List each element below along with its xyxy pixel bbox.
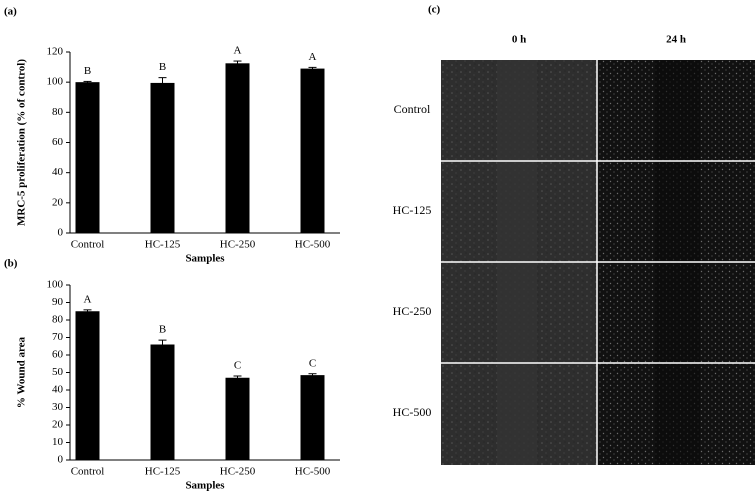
significance-letter: C [309,357,316,369]
significance-letter: B [159,61,166,73]
x-tick-label: HC-250 [220,466,256,478]
x-tick-label: HC-125 [145,239,181,251]
row-label: HC-500 [393,405,432,419]
x-axis-label: Samples [185,480,225,492]
bar [300,375,325,460]
y-tick-label: 50 [52,366,64,378]
row-label: HC-125 [393,203,432,217]
y-tick-label: 20 [52,196,64,208]
y-tick-label: 60 [52,136,64,148]
significance-letter: B [159,324,166,336]
significance-letter: B [84,65,91,77]
y-tick-label: 0 [58,227,64,239]
y-tick-label: 100 [47,279,64,291]
significance-letter: C [234,360,241,372]
panel-label: (c) [428,4,441,16]
significance-letter: A [234,45,242,57]
x-tick-label: Control [71,466,105,478]
bar [150,344,175,460]
x-axis-label: Samples [185,253,225,265]
x-tick-label: HC-500 [295,466,331,478]
row-label: Control [394,102,431,116]
y-tick-label: 80 [52,314,64,326]
y-axis-label: MRC-5 proliferation (% of control) [16,59,28,226]
panel-label: (a) [4,6,17,18]
column-header: 24 h [666,34,686,46]
significance-letter: A [84,293,92,305]
y-tick-label: 90 [52,296,64,308]
x-tick-label: HC-125 [145,466,181,478]
row-label: HC-250 [393,304,432,318]
y-tick-label: 100 [47,76,64,88]
significance-letter: A [309,51,317,63]
column-header: 0 h [512,34,526,46]
image-grid [441,60,755,465]
y-tick-label: 10 [52,436,64,448]
panel-label: (b) [4,258,18,270]
bar [300,68,325,233]
y-tick-label: 40 [52,384,64,396]
x-tick-label: Control [71,239,105,251]
bar [75,82,100,234]
bar [225,63,250,233]
x-tick-label: HC-500 [295,239,331,251]
y-tick-label: 80 [52,106,64,118]
y-tick-label: 70 [52,331,64,343]
y-tick-label: 60 [52,349,64,361]
y-axis-label: % Wound area [16,336,28,408]
bar [225,377,250,460]
y-tick-label: 30 [52,401,64,413]
y-tick-label: 20 [52,419,64,431]
bar [75,311,100,460]
bar [150,82,175,233]
y-tick-label: 40 [52,166,64,178]
y-tick-label: 120 [47,46,64,58]
y-tick-label: 0 [58,454,64,466]
x-tick-label: HC-250 [220,239,256,251]
